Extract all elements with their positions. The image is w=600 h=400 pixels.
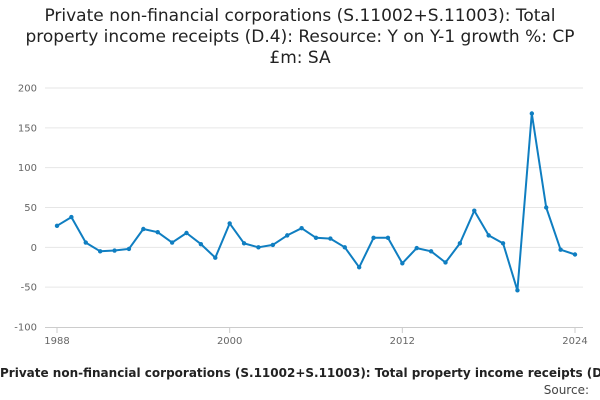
series-line: [56, 112, 576, 292]
data-point: [544, 205, 549, 210]
data-point: [428, 249, 434, 254]
x-axis: 1988 2000 2012 2024: [44, 327, 588, 347]
data-point: [371, 235, 376, 240]
data-point: [169, 240, 175, 245]
data-point: [529, 111, 535, 116]
data-point: [213, 255, 218, 260]
data-point: [141, 226, 146, 232]
x-tick-label: 1988: [44, 336, 69, 347]
data-point: [414, 245, 419, 251]
y-tick-label: 150: [18, 123, 37, 134]
data-point: [256, 245, 261, 250]
data-point: [97, 249, 103, 254]
data-point: [83, 240, 88, 245]
y-tick-label: 100: [18, 163, 37, 174]
y-tick-label: -50: [21, 283, 37, 294]
series-layer: [54, 111, 578, 293]
data-point: [69, 214, 74, 220]
source-label: Source:: [543, 383, 589, 397]
data-point: [155, 229, 160, 235]
y-tick-label: 0: [31, 243, 37, 254]
y-axis-ticks: -100 -50 0 50 100 150 200: [14, 84, 37, 334]
data-point: [515, 288, 520, 293]
data-point: [227, 221, 232, 226]
data-point: [198, 241, 204, 247]
x-tick-label: 2012: [390, 336, 415, 347]
data-point: [457, 241, 463, 246]
data-point: [400, 261, 405, 266]
data-point: [184, 230, 189, 236]
data-point: [299, 226, 304, 231]
y-tick-label: -100: [14, 323, 37, 334]
y-tick-label: 50: [24, 203, 37, 214]
data-point: [285, 233, 290, 238]
x-tick-label: 2000: [217, 336, 242, 347]
data-point: [54, 223, 60, 229]
data-point: [486, 233, 491, 238]
data-point: [126, 246, 132, 252]
legend-entry: Private non-financial corporations (S.11…: [0, 366, 600, 380]
data-point: [356, 265, 362, 270]
chart-title: Private non-financial corporations (S.11…: [25, 6, 575, 68]
data-point: [385, 235, 391, 240]
data-point: [342, 245, 347, 250]
data-point: [443, 260, 448, 265]
data-point: [472, 208, 477, 213]
data-point: [241, 241, 247, 246]
data-point: [270, 242, 276, 248]
data-point: [558, 247, 563, 252]
data-point: [500, 241, 506, 246]
x-tick-label: 2024: [562, 336, 587, 347]
data-point: [313, 235, 319, 240]
data-point: [112, 248, 117, 253]
data-point: [572, 252, 578, 257]
grid-lines: [45, 87, 583, 288]
data-point: [328, 236, 333, 241]
y-tick-label: 200: [18, 84, 37, 95]
